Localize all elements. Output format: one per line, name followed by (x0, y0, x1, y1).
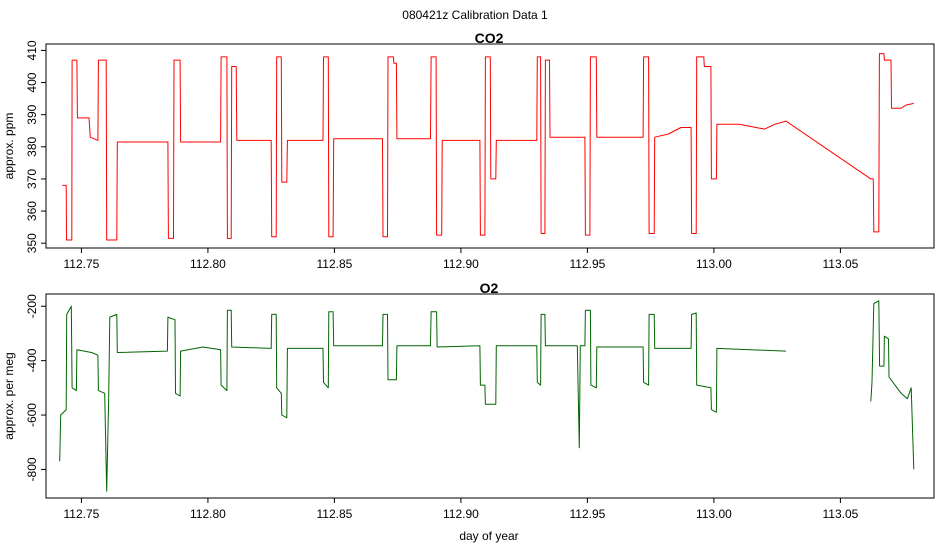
o2-y-tick-label: -400 (25, 348, 39, 372)
o2-y-tick-label: -200 (25, 294, 39, 318)
co2-panel-title: CO2 (475, 30, 504, 46)
x-axis-label: day of year (459, 529, 518, 543)
o2-panel: O2 112.75 112.80 112.85 112.90 112.95 113.00 1… (2, 280, 935, 521)
o2-x-tick-label: 113.00 (696, 507, 732, 521)
o2-plot-frame (45, 293, 935, 499)
co2-x-tick-label: 113.00 (696, 257, 732, 271)
o2-x-tick-label: 112.80 (190, 507, 226, 521)
o2-x-tick-label: 112.95 (569, 507, 605, 521)
co2-y-axis-label: approx. ppm (2, 113, 16, 180)
co2-series-line-0 (62, 53, 914, 241)
co2-plot-frame (45, 43, 935, 249)
o2-y-tick-label: -800 (25, 457, 39, 481)
o2-y-axis: -800 -600 -400 -200 (25, 294, 46, 481)
co2-x-tick-label: 112.85 (317, 257, 353, 271)
o2-x-tick-label: 112.90 (443, 507, 479, 521)
co2-x-tick-label: 113.05 (822, 257, 858, 271)
co2-y-tick-label: 390 (25, 104, 39, 124)
co2-panel: CO2 112.75 112.80 112.85 112.90 112.95 113.00… (2, 30, 935, 271)
co2-y-tick-label: 410 (25, 40, 39, 60)
co2-y-tick-label: 370 (25, 169, 39, 189)
o2-panel-title: O2 (480, 280, 499, 296)
o2-x-axis: 112.75 112.80 112.85 112.90 112.95 113.00 113.… (64, 498, 859, 521)
o2-y-tick-label: -600 (25, 403, 39, 427)
o2-y-axis-label: approx. per meg (2, 352, 16, 439)
co2-x-tick-label: 112.75 (64, 257, 100, 271)
o2-series-line-0 (59, 305, 787, 492)
co2-x-tick-label: 112.90 (443, 257, 479, 271)
o2-x-tick-label: 112.75 (64, 507, 100, 521)
co2-x-axis: 112.75 112.80 112.85 112.90 112.95 113.00 113.… (64, 248, 859, 271)
o2-series-line-1 (870, 300, 915, 470)
co2-y-tick-label: 360 (25, 201, 39, 221)
co2-y-tick-label: 350 (25, 233, 39, 253)
co2-series-group (62, 53, 914, 241)
co2-x-tick-label: 112.95 (569, 257, 605, 271)
co2-y-tick-label: 400 (25, 72, 39, 92)
figure-title: 080421z Calibration Data 1 (402, 8, 548, 22)
o2-series-group (59, 300, 915, 492)
co2-y-axis: 350 360 370 380 390 400 410 (25, 40, 46, 253)
co2-y-tick-label: 380 (25, 136, 39, 156)
o2-x-tick-label: 113.05 (822, 507, 858, 521)
o2-x-tick-label: 112.85 (317, 507, 353, 521)
co2-x-tick-label: 112.80 (190, 257, 226, 271)
